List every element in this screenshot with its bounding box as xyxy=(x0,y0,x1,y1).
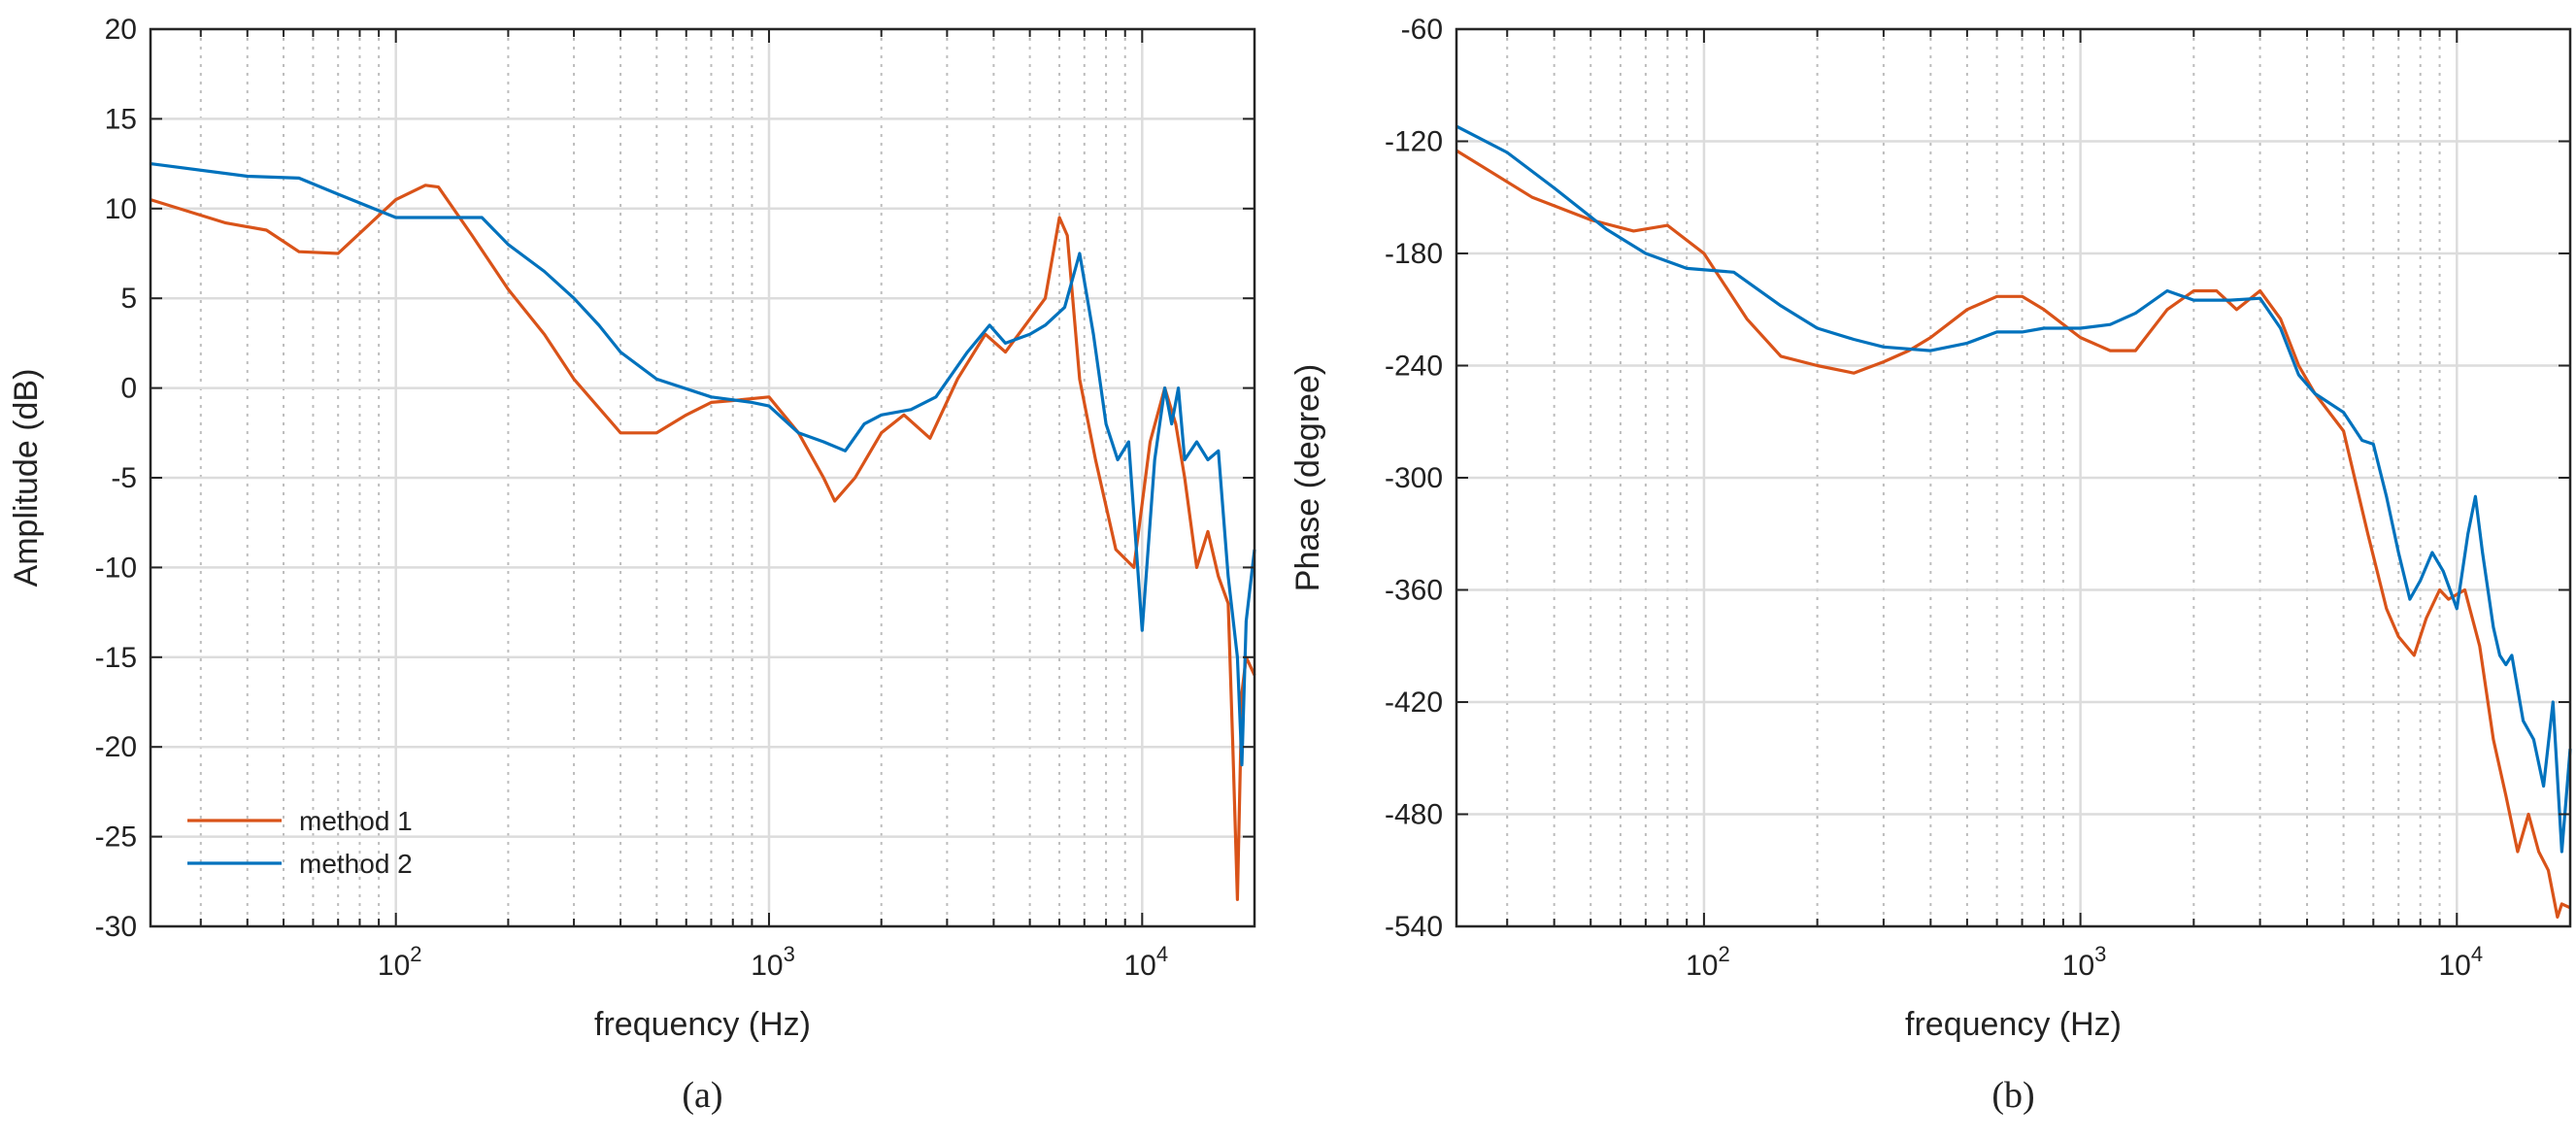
x-tick-base: 10 xyxy=(1686,950,1718,982)
x-tick-base: 10 xyxy=(378,950,410,982)
y-tick-label: -480 xyxy=(1385,799,1443,831)
legend: method 1 method 2 xyxy=(187,806,413,879)
y-tick-label: -20 xyxy=(95,731,137,763)
y-tick-label: -30 xyxy=(95,911,137,943)
y-tick-label: -10 xyxy=(95,552,137,584)
panel-caption: (a) xyxy=(682,1075,722,1116)
x-tick-exponent: 2 xyxy=(1718,942,1729,966)
y-tick-label: 20 xyxy=(105,14,137,46)
y-tick-label: -60 xyxy=(1401,14,1443,46)
x-axis-label: frequency (Hz) xyxy=(1905,1006,2122,1043)
series-line-1 xyxy=(150,184,1256,901)
x-tick-exponent: 3 xyxy=(2094,942,2106,966)
y-tick-label: -5 xyxy=(111,462,137,494)
y-tick-label: 5 xyxy=(120,283,137,315)
series-line-2 xyxy=(150,162,1256,767)
x-tick-label: 103 xyxy=(751,942,795,982)
x-tick-label: 104 xyxy=(1124,942,1169,982)
series-line-2 xyxy=(1455,124,2572,854)
y-tick-label: -360 xyxy=(1385,575,1443,607)
legend-label-2: method 2 xyxy=(299,849,413,879)
y-tick-label: -120 xyxy=(1385,126,1443,158)
y-tick-label: -15 xyxy=(95,642,137,674)
x-tick-exponent: 3 xyxy=(784,942,795,966)
x-axis-label: frequency (Hz) xyxy=(594,1006,811,1043)
y-axis-label: Phase (degree) xyxy=(1289,364,1326,591)
x-tick-exponent: 4 xyxy=(1156,942,1168,966)
y-tick-label: -420 xyxy=(1385,687,1443,719)
legend-label-1: method 1 xyxy=(299,806,413,836)
y-tick-label: -240 xyxy=(1385,351,1443,383)
x-tick-exponent: 2 xyxy=(410,942,421,966)
series-line-1 xyxy=(1455,149,2571,920)
x-tick-exponent: 4 xyxy=(2471,942,2483,966)
y-tick-label: 0 xyxy=(120,373,137,405)
y-tick-label: 10 xyxy=(105,193,137,225)
x-tick-base: 10 xyxy=(2062,950,2094,982)
x-tick-base: 10 xyxy=(1124,950,1156,982)
x-tick-label: 102 xyxy=(378,942,422,982)
x-tick-label: 103 xyxy=(2062,942,2107,982)
y-axis-label: Amplitude (dB) xyxy=(8,369,45,587)
y-tick-label: -300 xyxy=(1385,462,1443,494)
y-tick-label: 15 xyxy=(105,103,137,135)
x-tick-label: 102 xyxy=(1686,942,1730,982)
x-tick-base: 10 xyxy=(2438,950,2470,982)
x-tick-base: 10 xyxy=(751,950,783,982)
y-tick-label: -180 xyxy=(1385,238,1443,270)
y-tick-label: -25 xyxy=(95,821,137,854)
x-tick-label: 104 xyxy=(2438,942,2483,982)
y-tick-label: -540 xyxy=(1385,911,1443,943)
panel-caption: (b) xyxy=(1991,1075,2034,1116)
